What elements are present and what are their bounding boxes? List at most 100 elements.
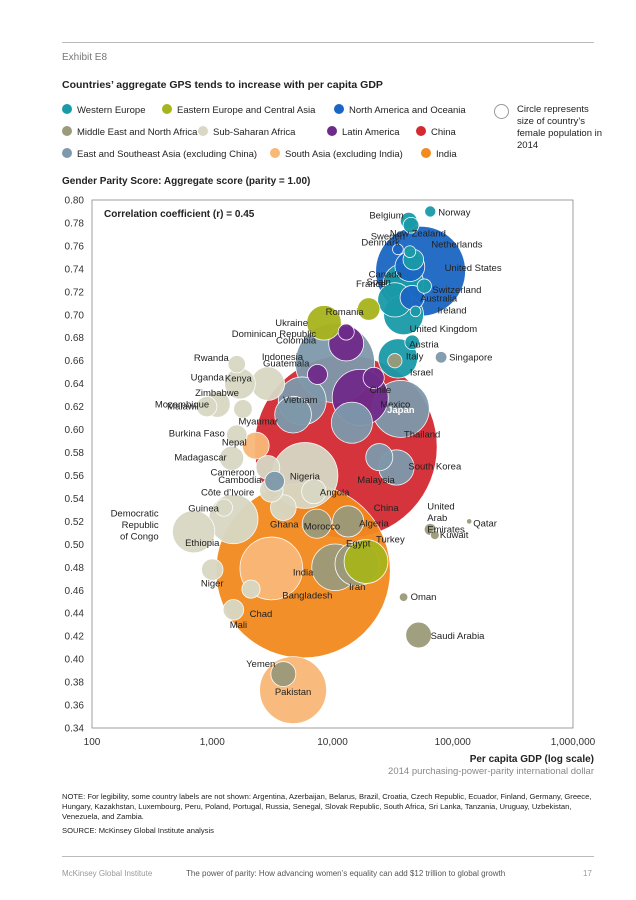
point-label: Cameroon bbox=[210, 467, 254, 478]
point-label: Netherlands bbox=[431, 240, 482, 251]
point-label: Angola bbox=[320, 488, 350, 499]
legend-label: Middle East and North Africa bbox=[77, 127, 198, 138]
point-label: Côte d’Ivoire bbox=[201, 487, 254, 498]
x-tick-label: 1,000,000 bbox=[551, 737, 596, 748]
point-label: Spain bbox=[367, 277, 391, 288]
bubble-malaysia bbox=[365, 443, 394, 472]
legend-item: China bbox=[416, 126, 456, 138]
bubble-ethiopia bbox=[208, 494, 259, 545]
legend-label: North America and Oceania bbox=[349, 105, 466, 116]
y-axis-title: Gender Parity Score: Aggregate score (pa… bbox=[62, 176, 311, 187]
legend-label: Latin America bbox=[342, 127, 400, 138]
legend-item: South Asia (excluding India) bbox=[270, 148, 403, 160]
legend-label: India bbox=[436, 149, 457, 160]
point-label: Egypt bbox=[346, 538, 371, 549]
legend-item: Sub-Saharan Africa bbox=[198, 126, 295, 138]
legend-swatch-icon bbox=[62, 126, 72, 136]
y-tick-label: 0.78 bbox=[65, 218, 85, 229]
bubble-chile bbox=[362, 366, 385, 389]
bubble-norway bbox=[424, 205, 437, 218]
y-tick-label: 0.76 bbox=[65, 241, 85, 252]
point-label: Rwanda bbox=[194, 353, 230, 364]
point-label: Italy bbox=[406, 351, 424, 362]
bubble-burkina-faso bbox=[226, 424, 248, 446]
point-label: Mali bbox=[230, 620, 247, 631]
point-label-line: of Congo bbox=[120, 532, 159, 543]
point-label: Morocco bbox=[304, 522, 340, 533]
point-label: Saudi Arabia bbox=[431, 631, 486, 642]
bubble-malawi bbox=[196, 396, 218, 418]
exhibit-label: Exhibit E8 bbox=[62, 52, 108, 63]
bubble-morocco bbox=[301, 508, 332, 539]
x-tick-label: 100 bbox=[84, 737, 101, 748]
bubble-rwanda bbox=[227, 355, 246, 374]
bubble-cambodia bbox=[264, 470, 285, 492]
point-label: Denmark bbox=[361, 238, 400, 249]
bubble-denmark bbox=[403, 245, 417, 258]
legend-swatch-icon bbox=[270, 148, 280, 158]
point-label: Pakistan bbox=[275, 687, 311, 698]
point-label-line: Democratic bbox=[111, 509, 159, 520]
bubble-turkey bbox=[343, 539, 389, 584]
point-label: Kuwait bbox=[440, 530, 469, 541]
legend-swatch-icon bbox=[62, 104, 72, 114]
bubble-guatemala bbox=[307, 364, 328, 385]
point-label: Dominican Republic bbox=[232, 329, 317, 340]
point-label: Kenya bbox=[225, 374, 253, 385]
point-label: Austria bbox=[409, 339, 439, 350]
legend-swatch-icon bbox=[334, 104, 344, 114]
legend-label: South Asia (excluding India) bbox=[285, 149, 403, 160]
point-label: Chile bbox=[370, 385, 392, 396]
legend-label: Western Europe bbox=[77, 105, 146, 116]
x-tick-label: 100,000 bbox=[435, 737, 472, 748]
bubble-angola bbox=[301, 478, 327, 505]
point-label: Indonesia bbox=[262, 352, 304, 363]
point-label: Singapore bbox=[449, 352, 492, 363]
point-label: Burkina Faso bbox=[169, 428, 225, 439]
point-label: China bbox=[374, 503, 400, 514]
point-label-line: Emirates bbox=[427, 524, 465, 535]
source-note: SOURCE: McKinsey Global Institute analys… bbox=[62, 826, 214, 835]
bubble-saudi-arabia bbox=[405, 621, 432, 649]
legend-item: Middle East and North Africa bbox=[62, 126, 197, 138]
correlation-annotation: Correlation coefficient (r) = 0.45 bbox=[104, 209, 255, 220]
legend-label: China bbox=[431, 127, 456, 138]
y-tick-label: 0.68 bbox=[65, 333, 85, 344]
legend-swatch-icon bbox=[421, 148, 431, 158]
point-label: Chad bbox=[250, 609, 273, 620]
y-tick-label: 0.58 bbox=[65, 448, 85, 459]
legend-label: Eastern Europe and Central Asia bbox=[177, 105, 316, 116]
legend-label: Sub-Saharan Africa bbox=[213, 127, 296, 138]
point-label: Oman bbox=[411, 592, 437, 603]
footer-report-title: The power of parity: How advancing women… bbox=[186, 869, 506, 878]
bubble-kenya bbox=[250, 366, 285, 401]
footnote: NOTE: For legibility, some country label… bbox=[62, 792, 592, 821]
legend-swatch-icon bbox=[327, 126, 337, 136]
bubble-algeria bbox=[332, 505, 365, 538]
legend-item: India bbox=[421, 148, 457, 160]
size-legend-note: Circle represents size of country’s fema… bbox=[517, 104, 603, 151]
point-label: Iran bbox=[349, 582, 365, 593]
point-label: Australia bbox=[420, 294, 458, 305]
point-label: Qatar bbox=[473, 518, 497, 529]
bubble-romania bbox=[357, 297, 381, 321]
legend-item: East and Southeast Asia (excluding China… bbox=[62, 148, 257, 160]
point-label: Vietnam bbox=[283, 395, 318, 406]
y-tick-label: 0.66 bbox=[65, 356, 85, 367]
bubble-new-zealand bbox=[392, 243, 404, 256]
y-tick-label: 0.74 bbox=[65, 264, 85, 275]
bubble-democratic-republic-of-congo bbox=[172, 510, 216, 554]
point-label: Turkey bbox=[376, 535, 405, 546]
point-label: United States bbox=[445, 263, 502, 274]
point-label: Myanmar bbox=[238, 417, 278, 428]
bubble-switzerland bbox=[416, 278, 432, 294]
point-label: United Kingdom bbox=[410, 324, 478, 335]
point-label: Bangladesh bbox=[282, 590, 332, 601]
bubble-yemen bbox=[270, 661, 297, 687]
point-label: Algeria bbox=[359, 518, 389, 529]
point-label: Ireland bbox=[437, 305, 466, 316]
bubble-mali bbox=[222, 599, 245, 621]
bubble-myanmar bbox=[274, 395, 312, 434]
point-label: Canada bbox=[369, 270, 403, 281]
